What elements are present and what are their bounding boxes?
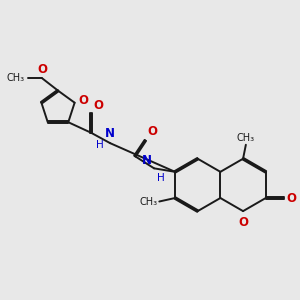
Text: O: O [79, 94, 89, 107]
Text: CH₃: CH₃ [140, 196, 158, 206]
Text: H: H [157, 172, 165, 182]
Text: O: O [37, 63, 47, 76]
Text: CH₃: CH₃ [7, 74, 25, 83]
Text: O: O [93, 99, 103, 112]
Text: H: H [96, 140, 104, 150]
Text: O: O [147, 125, 157, 138]
Text: O: O [286, 191, 296, 205]
Text: N: N [142, 154, 152, 166]
Text: CH₃: CH₃ [237, 133, 255, 143]
Text: N: N [105, 128, 115, 140]
Text: O: O [238, 216, 248, 229]
